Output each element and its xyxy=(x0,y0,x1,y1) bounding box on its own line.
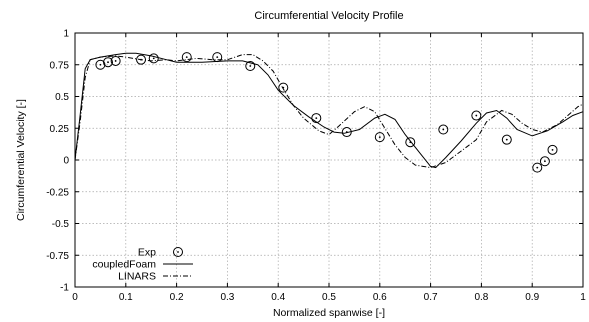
exp-data-point xyxy=(471,110,482,121)
y-tick-label: 0 xyxy=(63,156,69,167)
exp-data-point xyxy=(438,124,449,135)
exp-data-point xyxy=(212,52,223,63)
x-tick-label: 0 xyxy=(72,292,78,303)
series xyxy=(74,52,584,173)
exp-data-point xyxy=(245,61,256,72)
y-tick-label: 0.25 xyxy=(50,124,70,135)
exp-data-point xyxy=(95,59,106,70)
exp-data-point xyxy=(547,144,558,155)
y-tick-label: -0.75 xyxy=(46,251,69,262)
exp-data-point xyxy=(181,52,192,63)
chart-title: Circumferential Velocity Profile xyxy=(254,10,403,22)
exp-data-point xyxy=(532,162,543,173)
exp-data-point xyxy=(278,82,289,93)
exp-data-point xyxy=(311,113,322,124)
x-tick-label: 0.2 xyxy=(170,292,184,303)
x-tick-label: 0.7 xyxy=(424,292,438,303)
exp-data-point xyxy=(110,55,121,66)
x-tick-label: 0.9 xyxy=(525,292,539,303)
y-tick-label: 0.5 xyxy=(55,92,69,103)
x-tick-label: 0.3 xyxy=(220,292,234,303)
x-axis-label: Normalized spanwise [-] xyxy=(273,307,385,319)
x-tick-label: 0.4 xyxy=(271,292,285,303)
y-tick-label: -0.25 xyxy=(46,187,69,198)
exp-data-point xyxy=(501,134,512,145)
exp-data-point xyxy=(539,156,550,167)
grid xyxy=(75,33,583,287)
x-tick-label: 0.1 xyxy=(119,292,133,303)
y-tick-label: 1 xyxy=(63,29,69,40)
ticks: 0 0.1 0.2 0.3 0.4 0.5 0.6 0.7 0.8 0.9 1 1 0.75 0.5 0.2… xyxy=(46,29,586,304)
linars-series-line xyxy=(74,54,584,169)
x-tick-label: 0.6 xyxy=(373,292,387,303)
y-tick-label: -1 xyxy=(60,283,69,294)
exp-data-point xyxy=(103,57,114,68)
exp-data-point xyxy=(148,53,159,64)
legend-sample-exp xyxy=(173,247,183,257)
legend-label: coupledFoam xyxy=(92,259,156,271)
legend-label: Exp xyxy=(138,247,156,259)
x-tick-label: 1 xyxy=(580,292,586,303)
exp-data-point xyxy=(374,132,385,143)
y-tick-label: 0.75 xyxy=(50,60,70,71)
x-tick-label: 0.5 xyxy=(322,292,336,303)
coupledfoam-series-line xyxy=(74,52,584,169)
legend-label: LINARS xyxy=(118,271,156,283)
y-tick-label: -0.5 xyxy=(52,219,70,230)
x-tick-label: 0.8 xyxy=(474,292,488,303)
y-axis-label: Circumferential Velocity [-] xyxy=(15,99,27,221)
